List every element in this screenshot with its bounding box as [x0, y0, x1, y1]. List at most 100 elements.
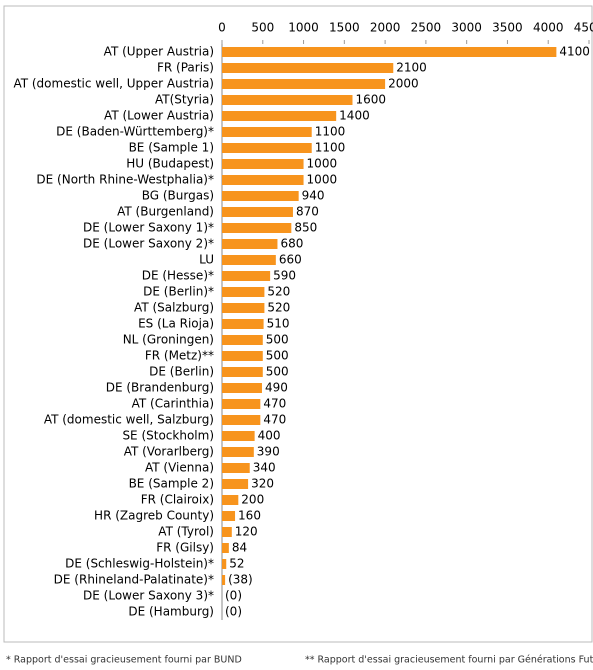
- bar: [222, 479, 249, 489]
- bar: [222, 63, 394, 73]
- bar: [222, 399, 261, 409]
- value-label: 200: [241, 493, 264, 507]
- bar: [222, 223, 292, 233]
- footnote: * Rapport d'essai gracieusement fourni p…: [6, 655, 242, 666]
- x-tick-label: 4000: [533, 21, 564, 35]
- bar: [222, 415, 261, 425]
- y-tick-label: AT (Carinthia): [132, 397, 214, 411]
- value-label: 520: [267, 301, 290, 315]
- bar: [222, 383, 262, 393]
- value-label: 2100: [396, 61, 427, 75]
- x-tick-label: 0: [218, 21, 226, 35]
- bar: [222, 271, 271, 281]
- y-tick-label: DE (North Rhine-Westphalia)*: [36, 173, 214, 187]
- bar: [222, 175, 304, 185]
- y-tick-label: ES (La Rioja): [138, 317, 214, 331]
- bar: [222, 95, 353, 105]
- value-label: 84: [232, 541, 247, 555]
- y-tick-label: DE (Hesse)*: [142, 269, 214, 283]
- value-label: 320: [251, 477, 274, 491]
- y-tick-label: DE (Lower Saxony 2)*: [83, 237, 214, 251]
- y-tick-label: HR (Zagreb County): [94, 509, 214, 523]
- value-label: 850: [294, 221, 317, 235]
- value-label: (38): [228, 573, 253, 587]
- bar: [222, 463, 250, 473]
- value-label: 500: [266, 333, 289, 347]
- bar: [222, 431, 255, 441]
- y-tick-label: DE (Lower Saxony 1)*: [83, 221, 214, 235]
- value-label: 120: [235, 525, 258, 539]
- x-tick-label: 3000: [451, 21, 482, 35]
- value-label: 160: [238, 509, 261, 523]
- y-tick-label: SE (Stockholm): [122, 429, 214, 443]
- bar: [222, 159, 304, 169]
- bar: [222, 47, 557, 57]
- y-tick-label: DE (Brandenburg): [106, 381, 214, 395]
- x-tick-label: 3500: [492, 21, 523, 35]
- y-tick-label: AT (Tyrol): [158, 525, 214, 539]
- bar: [222, 255, 276, 265]
- bar: [222, 303, 265, 313]
- bar: [222, 111, 337, 121]
- value-label: 490: [265, 381, 288, 395]
- bar: [222, 367, 263, 377]
- bar: [222, 447, 254, 457]
- value-label: (0): [225, 605, 242, 619]
- value-label: 470: [263, 397, 286, 411]
- value-label: 660: [279, 253, 302, 267]
- value-label: (0): [225, 589, 242, 603]
- y-tick-label: AT (Burgenland): [117, 205, 214, 219]
- y-tick-label: AT (domestic well, Upper Austria): [13, 77, 214, 91]
- value-label: 1600: [355, 93, 386, 107]
- bar: [222, 495, 239, 505]
- x-tick-label: 2000: [370, 21, 401, 35]
- y-tick-label: DE (Rhineland-Palatinate)*: [54, 573, 214, 587]
- bar: [222, 575, 226, 585]
- value-label: 470: [263, 413, 286, 427]
- value-label: 510: [267, 317, 290, 331]
- bar: [222, 207, 293, 217]
- y-tick-label: DE (Schleswig-Holstein)*: [65, 557, 214, 571]
- value-label: 500: [266, 365, 289, 379]
- y-tick-label: DE (Berlin): [149, 365, 214, 379]
- x-tick-label: 500: [251, 21, 274, 35]
- bar: [222, 319, 264, 329]
- bar: [222, 191, 299, 201]
- value-label: 590: [273, 269, 296, 283]
- y-tick-label: FR (Clairoix): [141, 493, 214, 507]
- y-tick-label: AT (Vorarlberg): [124, 445, 214, 459]
- y-tick-label: BE (Sample 2): [129, 477, 214, 491]
- bar: [222, 527, 232, 537]
- value-label: 520: [267, 285, 290, 299]
- bar: [222, 559, 227, 569]
- y-tick-label: LU: [199, 253, 214, 267]
- x-tick-label: 1000: [288, 21, 319, 35]
- value-label: 1100: [315, 125, 346, 139]
- value-label: 52: [229, 557, 244, 571]
- value-label: 1000: [307, 157, 338, 171]
- value-label: 1000: [307, 173, 338, 187]
- footnote: ** Rapport d'essai gracieusement fourni …: [305, 655, 593, 666]
- value-label: 1400: [339, 109, 370, 123]
- value-label: 870: [296, 205, 319, 219]
- value-label: 680: [280, 237, 303, 251]
- y-tick-label: HU (Budapest): [126, 157, 214, 171]
- value-label: 500: [266, 349, 289, 363]
- value-label: 2000: [388, 77, 419, 91]
- bar: [222, 287, 265, 297]
- bar: [222, 511, 236, 521]
- value-label: 400: [258, 429, 281, 443]
- x-tick-label: 2500: [411, 21, 442, 35]
- y-tick-label: NL (Groningen): [123, 333, 214, 347]
- y-tick-label: DE (Hamburg): [128, 605, 214, 619]
- y-tick-label: FR (Metz)**: [145, 349, 214, 363]
- y-tick-label: AT (Upper Austria): [104, 45, 214, 59]
- chart-border: [3, 5, 593, 643]
- bar: [222, 127, 312, 137]
- y-tick-label: AT (Lower Austria): [104, 109, 214, 123]
- x-tick-label: 4500: [574, 21, 593, 35]
- y-tick-label: AT (Vienna): [145, 461, 214, 475]
- bar: [222, 351, 263, 361]
- y-tick-label: FR (Gilsy): [156, 541, 214, 555]
